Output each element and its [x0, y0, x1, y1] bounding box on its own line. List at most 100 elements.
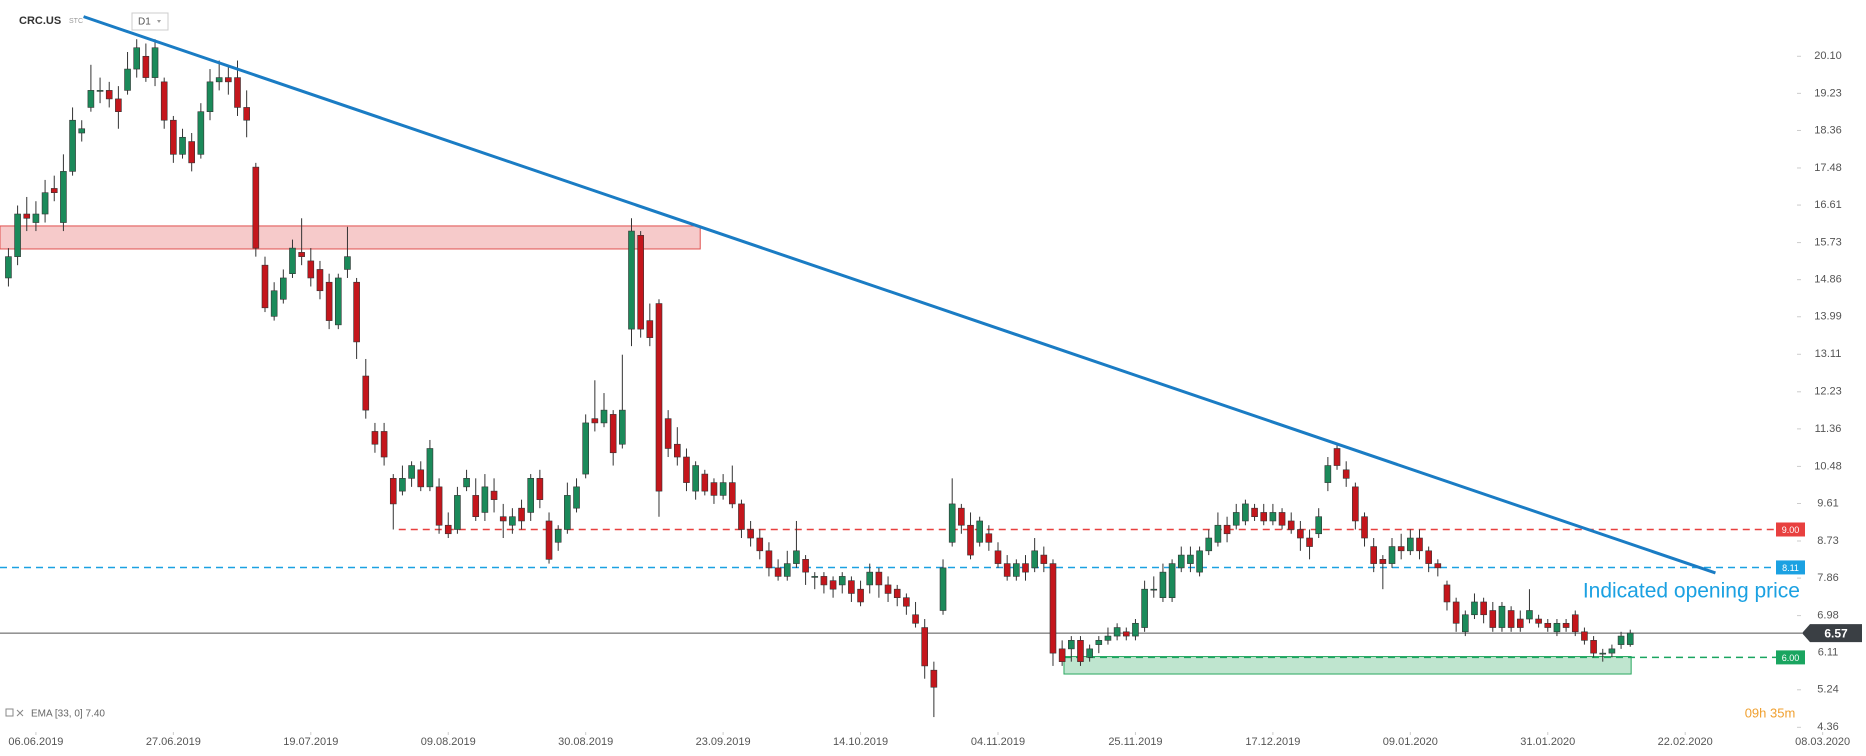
candle-body: [499, 516, 507, 522]
candle-body: [1342, 469, 1350, 479]
candle-body: [1333, 448, 1341, 466]
candle-body: [1150, 588, 1158, 591]
timeframe-caret[interactable]: [157, 20, 161, 23]
candle-body: [1269, 512, 1277, 522]
candle-body: [1599, 652, 1607, 655]
candle-body: [151, 47, 159, 78]
candle-body: [1608, 648, 1616, 654]
candle-body: [225, 77, 232, 83]
countdown: 09h 35m: [1745, 705, 1796, 720]
candle-body: [1242, 503, 1249, 522]
candle-body: [912, 614, 919, 624]
y-tick-label: 10.48: [1814, 460, 1842, 472]
candle-body: [399, 478, 406, 492]
candle-body: [1324, 465, 1332, 483]
x-tick-label: 25.11.2019: [1108, 736, 1162, 748]
candle-body: [664, 418, 672, 449]
candle-body: [1278, 512, 1286, 526]
candle-body: [444, 524, 452, 535]
candle-body: [1498, 605, 1506, 628]
candle-body: [948, 503, 956, 543]
candle-body: [1031, 550, 1038, 569]
candle-body: [1452, 601, 1460, 624]
candle-body: [774, 567, 782, 577]
candle-body: [280, 277, 287, 300]
y-tick-label: 6.98: [1817, 610, 1838, 622]
candle-body: [1571, 614, 1579, 633]
candle-body: [820, 576, 828, 586]
candle-body: [582, 422, 589, 475]
candle-body: [325, 281, 333, 321]
indicator-legend: EMA [33, 0] 7.40: [5, 708, 105, 720]
zone: [1063, 656, 1632, 675]
candle-body: [1232, 512, 1240, 526]
candle-body: [1471, 601, 1478, 616]
candle-body: [289, 247, 296, 275]
timeframe-box[interactable]: [131, 12, 169, 31]
candle-body: [1407, 537, 1414, 552]
candle-body: [1077, 640, 1084, 662]
candle-body: [206, 81, 214, 112]
legend-icon[interactable]: [5, 708, 14, 717]
candle-body: [179, 136, 186, 155]
candle-body: [380, 431, 388, 458]
candle-body: [307, 260, 315, 279]
indicator-label: EMA [33, 0] 7.40: [31, 709, 105, 720]
candle-body: [527, 478, 535, 513]
candle-body: [756, 537, 764, 552]
candle-body: [14, 213, 21, 257]
candle-body: [490, 490, 498, 500]
candle-body: [1022, 563, 1029, 573]
candle-body: [472, 495, 480, 518]
candle-body: [783, 563, 791, 577]
candle-body: [619, 409, 626, 445]
candle-body: [1462, 614, 1469, 633]
x-tick-label: 09.01.2020: [1383, 736, 1438, 748]
candle-body: [1370, 546, 1377, 564]
candle-body: [545, 520, 553, 560]
candle-body: [967, 524, 974, 556]
price-tag-label: 9.00: [1782, 525, 1800, 535]
candle-body: [1425, 550, 1432, 564]
candle-body: [857, 588, 864, 603]
candle-body: [124, 68, 131, 91]
y-tick-label: 13.99: [1814, 311, 1842, 323]
y-tick-label: 11.36: [1815, 423, 1842, 435]
candle-body: [435, 486, 443, 526]
candle-body: [481, 486, 489, 513]
candle-body: [1306, 537, 1313, 547]
candle-body: [1113, 627, 1121, 637]
candle-body: [564, 495, 571, 530]
timeframe[interactable]: D1: [138, 17, 151, 28]
candle-body: [509, 516, 516, 526]
y-tick-label: 16.61: [1814, 199, 1842, 211]
source: STC: [69, 18, 83, 25]
x-tick-label: 09.08.2019: [421, 736, 476, 748]
price-tag: [1802, 624, 1862, 643]
candle-body: [628, 230, 635, 330]
candle-body: [1058, 648, 1066, 662]
legend-close[interactable]: [16, 709, 24, 717]
price-tag: [1776, 650, 1805, 665]
candle-body: [591, 418, 599, 424]
candle-body: [1086, 648, 1093, 658]
candle-body: [1260, 512, 1268, 522]
candle-body: [454, 495, 461, 530]
candle-body: [5, 256, 12, 279]
candle-body: [170, 119, 177, 155]
candle-body: [1379, 559, 1387, 564]
candle-body: [838, 576, 846, 586]
candle-body: [1562, 622, 1570, 628]
candle-body: [133, 47, 141, 70]
candle-body: [1434, 563, 1442, 569]
candle-body: [1388, 546, 1396, 564]
price-tag-label: 6.57: [1824, 626, 1848, 640]
x-tick-label: 14.10.2019: [833, 736, 888, 748]
candle-body: [1132, 622, 1139, 637]
candle-body: [1361, 516, 1368, 539]
price-tag-label: 8.11: [1782, 563, 1799, 573]
candle-body: [371, 431, 379, 445]
candle-body: [747, 529, 754, 539]
candle-body: [1544, 622, 1552, 628]
